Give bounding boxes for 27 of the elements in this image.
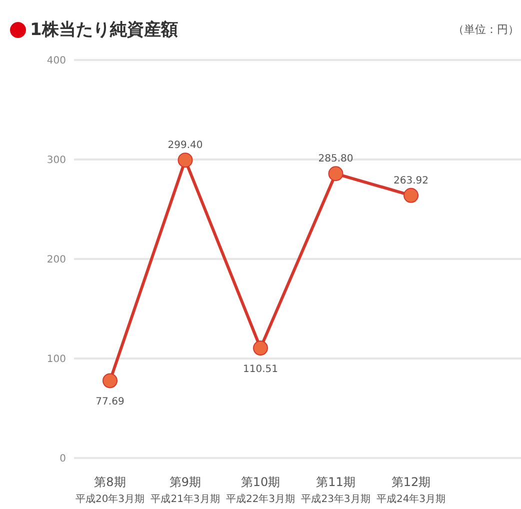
text: 平成24年3月期	[376, 493, 446, 505]
x-tick-label: 第10期	[240, 475, 280, 489]
text: 110.51	[243, 364, 278, 376]
x-tick-label: 第9期	[169, 475, 202, 489]
chart-title: 1株当たり純資産額	[30, 19, 178, 41]
text: 平成23年3月期	[301, 493, 370, 505]
text: 299.40	[168, 140, 203, 152]
x-tick-label: 第11期	[316, 475, 356, 489]
point	[102, 373, 118, 388]
y-tick-label: 100	[46, 354, 66, 366]
x-tick-label: 第12期	[391, 475, 431, 489]
text: 平成21年3月期	[150, 493, 220, 505]
text: 77.69	[96, 396, 124, 408]
y-axis-title: （単位：円）	[453, 22, 519, 37]
text: 285.80	[318, 154, 354, 165]
text: 263.92	[394, 175, 428, 186]
text: 平成22年3月期	[226, 493, 296, 505]
y-tick-label: 0	[60, 454, 66, 465]
point	[253, 340, 268, 356]
x-tick-label: 第8期	[94, 475, 126, 489]
y-tick-label: 300	[46, 155, 66, 166]
y-tick-label: 400	[46, 56, 66, 67]
text: 平成20年3月期	[75, 493, 145, 505]
y-tick-label: 200	[46, 254, 66, 266]
point	[404, 188, 418, 203]
point	[178, 152, 193, 168]
point	[328, 166, 344, 182]
